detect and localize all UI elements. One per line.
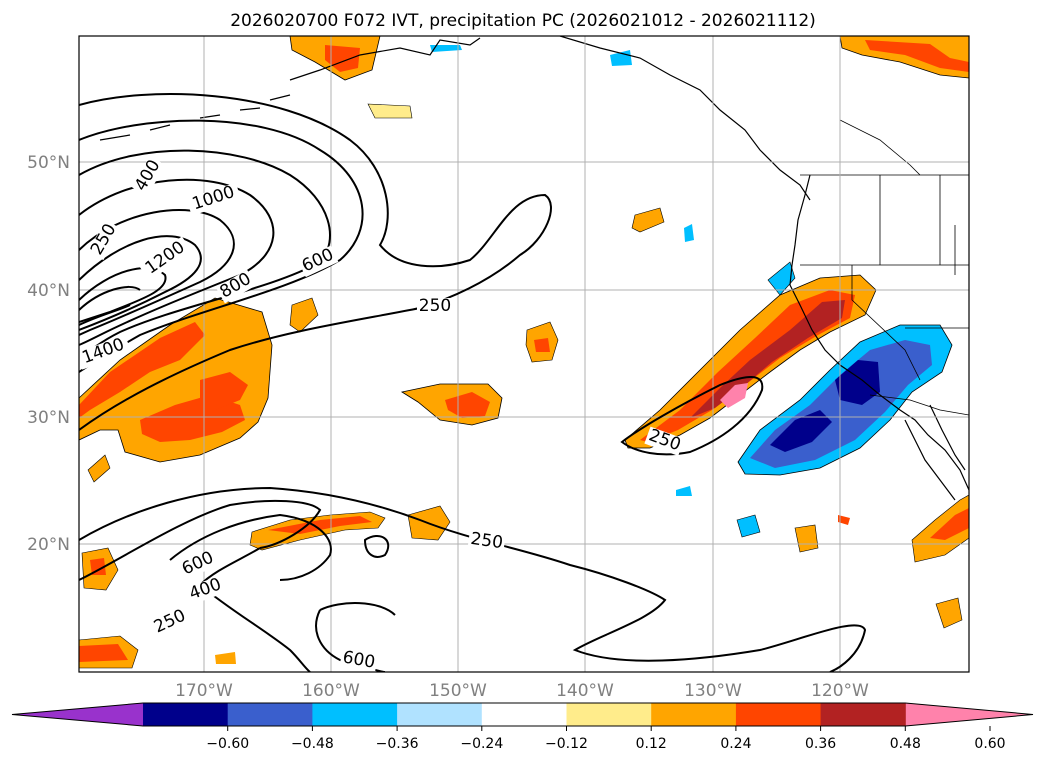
lon-label-160w: 160°W (302, 681, 360, 701)
lat-label-20n: 20°N (27, 535, 70, 555)
colorbar-tick-label: 0.12 (636, 736, 667, 752)
coastlines (99, 36, 969, 501)
colorbar-outline (11, 702, 1034, 727)
us-mexico-border (869, 394, 969, 416)
ivt-contour-hawaii-loop (363, 535, 390, 558)
pacific-nw-coast (789, 174, 969, 491)
lon-label-150w: 150°W (429, 681, 487, 701)
precip-region-small-2 (87, 454, 111, 483)
precip-region-sw-corner-core (79, 644, 128, 662)
colorbar-segment (227, 703, 313, 726)
map-frame (78, 35, 970, 673)
precip-region-dateline-core3 (200, 372, 248, 410)
precip-region-bluedot-3 (736, 514, 761, 538)
precip-region-ar-plume-darkred (690, 300, 845, 418)
precip-region-central-core (445, 392, 490, 418)
precip-region-ne-corner-core (865, 40, 969, 72)
precip-region-north-2 (367, 103, 413, 119)
colorbar-segment (651, 703, 737, 726)
ivt-contour-400-south (79, 499, 322, 581)
political-borders (800, 36, 969, 416)
precip-region-dot-3-core (534, 338, 550, 352)
ivt-contour-1200 (79, 235, 202, 331)
colorbar-tick-label: −0.60 (206, 736, 249, 752)
precip-region-bluedot-2 (610, 50, 632, 66)
colorbar-segment (143, 703, 229, 726)
ivt-contour-ar-250 (620, 376, 764, 456)
colorbar-tick-label: 0.24 (720, 736, 751, 752)
colorbar-tick-label: 0.48 (890, 736, 921, 752)
colorbar-segment (735, 703, 822, 726)
contour-label-600-lower: 600 (341, 647, 376, 672)
precip-region-hawaii-core (268, 516, 372, 534)
lon-label-120w: 120°W (811, 681, 869, 701)
precip-region-se-2 (935, 597, 963, 629)
colorbar-segment (397, 703, 483, 726)
ivt-contour-1000 (79, 209, 235, 336)
longitude-labels: 170°W 160°W 150°W 140°W 130°W 120°W (175, 681, 869, 701)
precip-region-socal-dry-core (770, 410, 832, 452)
ivt-contour-600-lower (315, 602, 396, 672)
precip-region-bluedot-5 (684, 224, 694, 242)
colorbar-tick-label: −0.12 (545, 736, 588, 752)
contour-labels: 250 400 1000 1200 1400 800 600 250 250 2… (79, 155, 685, 672)
ivt-contour-south-loop (198, 547, 311, 672)
colorbar-tick-label: −0.48 (291, 736, 334, 752)
ivt-contour-dateline-inner (79, 285, 141, 326)
ivt-contour-400 (79, 119, 364, 373)
lon-label-130w: 130°W (684, 681, 742, 701)
ivt-contour-1400-a (79, 267, 167, 323)
precip-region-dot-1 (631, 207, 665, 233)
precip-region-socal-dry-core2 (835, 360, 880, 405)
colorbar-tick-label: −0.24 (460, 736, 503, 752)
lat-label-30n: 30°N (27, 408, 70, 428)
colorbar-tick-label: 0.36 (805, 736, 836, 752)
colorbar-segment (312, 703, 398, 726)
precip-region-small-1 (215, 652, 236, 664)
aleutian-islands (99, 94, 291, 141)
map-area: 250 400 1000 1200 1400 800 600 250 250 2… (79, 36, 969, 672)
state-border-ca-nv (851, 265, 921, 381)
lat-label-40n: 40°N (27, 281, 70, 301)
lat-label-50n: 50°N (27, 153, 70, 173)
state-border-2 (879, 175, 956, 275)
precip-region-se-1-core (930, 508, 969, 540)
precip-region-dot-2 (289, 297, 319, 333)
precip-region-bluedot-6 (430, 45, 462, 52)
lon-label-170w: 170°W (175, 681, 233, 701)
map-title: 2026020700 F072 IVT, precipitation PC (2… (230, 11, 816, 31)
precip-region-west-edge-core (90, 558, 106, 575)
colorbar-segment (481, 703, 567, 726)
colorbar-segment (820, 703, 906, 726)
contour-label-250-mid: 250 (419, 296, 451, 316)
colorbar-segment (566, 703, 652, 726)
alaska-coast (289, 36, 811, 201)
contour-label-250-south: 250 (469, 529, 504, 553)
colorbar-tick-label: −0.36 (376, 736, 419, 752)
colorbar: −0.60 −0.48 −0.36 −0.24 −0.12 0.12 0.24 0.36 0.4… (11, 702, 1034, 752)
precip-region-bluedot-4 (676, 486, 692, 496)
precip-negative-regions (430, 45, 953, 538)
ivt-contour-250-north (79, 93, 552, 431)
colorbar-extend-high (905, 703, 1033, 726)
ivt-contour-600-south (169, 513, 332, 581)
precip-region-dateline-core (79, 322, 205, 418)
latitude-labels: 50°N 40°N 30°N 20°N (27, 153, 70, 555)
ivt-contour-800 (79, 178, 275, 346)
lon-label-140w: 140°W (556, 681, 614, 701)
precip-region-small-3 (838, 515, 850, 525)
ivt-contour-250-south (79, 486, 867, 672)
colorbar-tick-label: 0.60 (974, 736, 1005, 752)
precip-region-ar-plume-pink (720, 383, 748, 408)
colorbar-extend-low (12, 703, 143, 726)
